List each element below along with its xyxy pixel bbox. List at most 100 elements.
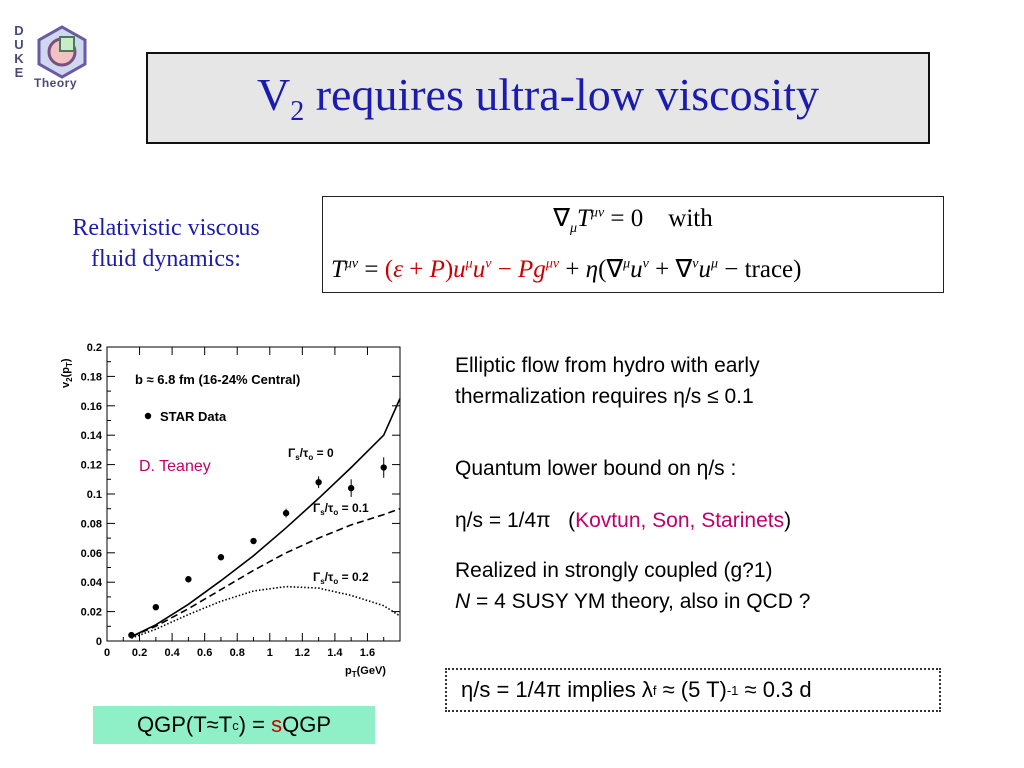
star-data-point [347, 484, 355, 492]
curve-gamma-0 [131, 398, 401, 638]
v2-pt-plot: 00.020.040.060.080.10.120.140.160.180.2 … [60, 342, 401, 679]
plot-ylabel: v2(pT) [60, 358, 74, 388]
plot-xlabel: pT(GeV) [345, 665, 386, 679]
logo-theory-text: Theory [34, 76, 78, 90]
mfp-sup: -1 [726, 682, 739, 698]
x-tick-label: 0.4 [164, 647, 180, 659]
equation-box: ∇μTμν = 0 with Tμν = (ε + P)uμuν − Pgμν … [322, 196, 944, 293]
logo-letter-k: K [14, 51, 24, 66]
y-tick-label: 0.2 [87, 342, 102, 354]
curve-label-part: o [333, 577, 338, 586]
mfp-sub: f [652, 682, 657, 698]
kss-authors: Kovtun, Son, Starinets [575, 509, 785, 532]
x-tick-label: 0.8 [230, 647, 245, 659]
plot-points [128, 457, 387, 639]
x-tick-label: 1 [267, 647, 273, 659]
duke-theory-logo: D U K E Theory [12, 22, 98, 94]
plot-credit: D. Teaney [139, 458, 211, 475]
slide-title: V2 requires ultra-low viscosity [257, 68, 819, 128]
plot-curves [131, 398, 401, 639]
equation-with-word: with [668, 205, 713, 232]
qgp-text-a: QGP(T≈T [137, 712, 233, 737]
curve-label-part: /τ [325, 570, 334, 584]
logo-letter-u: U [14, 37, 24, 52]
curve-label-part: = 0.2 [338, 570, 369, 584]
star-data-point [380, 464, 387, 471]
curve-label-part: /τ [300, 446, 309, 460]
star-data-point [152, 603, 160, 611]
plot-legend-entry: STAR Data [160, 409, 227, 424]
star-data-point [250, 537, 257, 545]
y-tick-label: 0 [96, 636, 102, 648]
logo-duke-letters: D U K E [12, 24, 26, 80]
logo-letter-e: E [14, 65, 24, 80]
title-subscript: 2 [290, 96, 305, 128]
title-v: V [256, 68, 291, 120]
hydro-statement: Elliptic flow from hydro with early ther… [455, 350, 995, 412]
kss-close-paren: ) [784, 509, 792, 532]
curve-label-part: Γ [288, 446, 296, 460]
curve-label-part: s [320, 508, 325, 517]
curve-label-part: o [308, 453, 313, 462]
plot-curve-labels: Γs/τo = 0Γs/τo = 0.1Γs/τo = 0.2 [288, 446, 369, 586]
susy-theory-text: = 4 SUSY YM theory, also in QCD ? [470, 590, 811, 613]
y-tick-label: 0.1 [87, 489, 102, 501]
star-data-point [185, 576, 192, 583]
equation-conservation: ∇μTμν = 0 with [553, 205, 713, 236]
equation-trace-word: trace [744, 256, 794, 283]
mfp-text-c: ≈ 0.3 d [738, 677, 812, 702]
curve-label-part: Γ [313, 570, 321, 584]
susy-n: N [455, 590, 471, 613]
star-data-point [315, 479, 322, 486]
qgp-text-b: ) = [238, 712, 272, 737]
caption-line-2: fluid dynamics: [91, 246, 241, 272]
legend-marker [144, 412, 152, 420]
plot-x-ticks: 0 0.2 0.4 0.6 0.8 1 1.2 1.4 1.6 [104, 347, 385, 659]
curve-label: Γs/τo = 0.1 [313, 501, 369, 517]
title-text: requires ultra-low viscosity [304, 68, 820, 120]
x-tick-label: 1.4 [327, 647, 343, 659]
y-tick-label: 0.08 [81, 518, 102, 530]
y-tick-label: 0.04 [81, 577, 103, 589]
kss-bound-formula: η/s = 1/4π ( [455, 509, 576, 532]
y-tick-label: 0.02 [81, 607, 102, 619]
qgp-sub: c [232, 717, 239, 733]
star-data-point [217, 554, 225, 561]
y-tick-label: 0.06 [81, 548, 102, 560]
y-tick-label: 0.16 [81, 401, 102, 413]
qcd-emblem-icon [37, 25, 87, 79]
x-tick-label: 0.6 [197, 647, 212, 659]
curve-label-part: Γ [313, 501, 321, 515]
susy-statement: Realized in strongly coupled (g?1) N = 4… [455, 555, 1015, 617]
curve-label-part: /τ [325, 501, 334, 515]
hydro-statement-line-1: Elliptic flow from hydro with early [455, 354, 760, 377]
x-tick-label: 0 [104, 647, 110, 659]
sqgp-box: QGP(T≈T c) = s QGP [93, 706, 375, 744]
x-tick-label: 1.2 [295, 647, 310, 659]
plot-y-ticks: 0 0.02 0.04 0.06 0.08 0.1 0.12 0.14 0.16 0.18 0.2 [81, 342, 400, 648]
curve-label-part: o [333, 508, 338, 517]
star-data-point [128, 631, 135, 639]
susy-statement-line-1: Realized in strongly coupled (g?1) [455, 559, 773, 582]
x-tick-label: 1.6 [360, 647, 375, 659]
star-data-point [282, 509, 290, 517]
y-tick-label: 0.14 [81, 430, 103, 442]
curve-label-part: s [295, 453, 300, 462]
quantum-bound-heading: Quantum lower bound on η/s : [455, 457, 737, 480]
curve-label-part: s [320, 577, 325, 586]
hydro-statement-line-2: thermalization requires η/s ≤ 0.1 [455, 385, 754, 408]
kss-bound: η/s = 1/4π (Kovtun, Son, Starinets) [455, 505, 791, 536]
logo-letter-d: D [14, 23, 24, 38]
mfp-text-a: η/s = 1/4π implies λ [461, 677, 653, 702]
qgp-text-c: QGP [282, 712, 331, 737]
curve-label: Γs/τo = 0.2 [313, 570, 369, 586]
caption: Relativistic viscous fluid dynamics: [40, 213, 292, 275]
plot-annotation: b ≈ 6.8 fm (16-24% Central) [135, 372, 300, 387]
title-box: V2 requires ultra-low viscosity [146, 52, 930, 144]
curve-label-part: = 0 [313, 446, 334, 460]
qgp-s: s [271, 712, 283, 737]
y-tick-label: 0.18 [81, 371, 102, 383]
x-tick-label: 0.2 [132, 647, 147, 659]
curve-gamma-0-2 [131, 585, 401, 639]
